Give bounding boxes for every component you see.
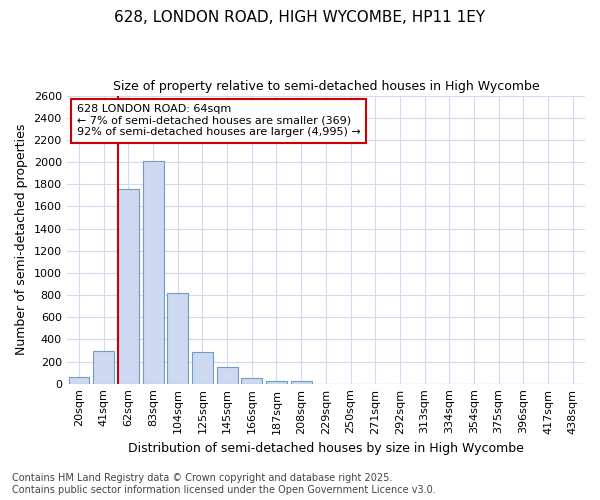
Y-axis label: Number of semi-detached properties: Number of semi-detached properties [15,124,28,356]
Bar [93,351,114,384]
Bar [290,382,311,384]
Bar [143,161,164,384]
Bar [68,377,89,384]
Text: 628, LONDON ROAD, HIGH WYCOMBE, HP11 1EY: 628, LONDON ROAD, HIGH WYCOMBE, HP11 1EY [115,10,485,25]
Bar [167,293,188,384]
X-axis label: Distribution of semi-detached houses by size in High Wycombe: Distribution of semi-detached houses by … [128,442,524,455]
Bar [118,188,139,384]
Text: 628 LONDON ROAD: 64sqm
← 7% of semi-detached houses are smaller (369)
92% of sem: 628 LONDON ROAD: 64sqm ← 7% of semi-deta… [77,104,361,138]
Bar [241,378,262,384]
Bar [266,381,287,384]
Bar [192,352,213,384]
Bar [217,366,238,384]
Title: Size of property relative to semi-detached houses in High Wycombe: Size of property relative to semi-detach… [113,80,539,93]
Text: Contains HM Land Registry data © Crown copyright and database right 2025.
Contai: Contains HM Land Registry data © Crown c… [12,474,436,495]
